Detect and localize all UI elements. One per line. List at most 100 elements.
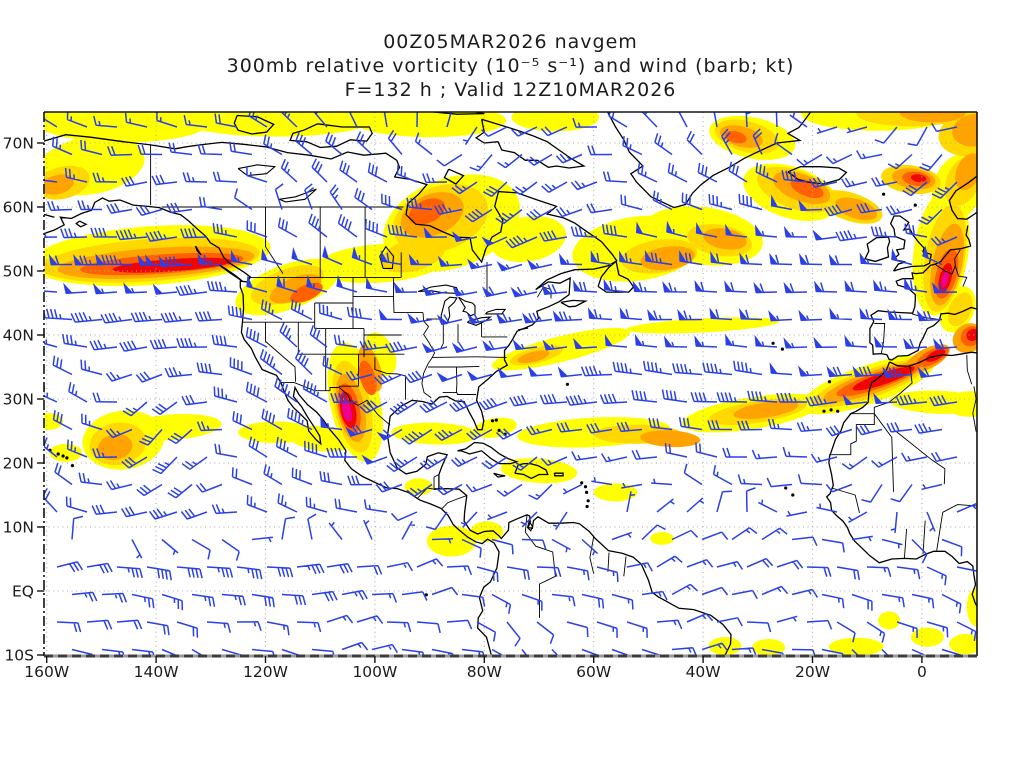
lon-tick-label: 160W: [24, 663, 69, 681]
lat-tick-label: 70N: [3, 135, 34, 153]
lon-tick-label: 40W: [686, 663, 721, 681]
island-dot: [585, 504, 589, 509]
political-border: [942, 504, 977, 513]
political-border: [265, 322, 297, 382]
vorticity-cell: [947, 292, 973, 327]
island-dot: [784, 486, 788, 490]
vorticity-cell: [640, 246, 695, 271]
vorticity-cell: [966, 587, 977, 627]
vorticity-cell: [490, 215, 567, 263]
vorticity-cell: [358, 360, 377, 396]
lon-tick-label: 140W: [134, 663, 179, 681]
political-border: [831, 487, 856, 496]
vorticity-cell: [900, 112, 966, 123]
vorticity-cell: [404, 478, 433, 496]
lake-outline: [485, 308, 507, 315]
political-border: [873, 366, 913, 414]
island-dot: [771, 341, 775, 345]
vorticity-cell: [177, 112, 375, 137]
coastline: [19, 176, 42, 188]
wind-barbs: [44, 112, 977, 656]
island-dot: [490, 419, 495, 423]
coastline: [457, 441, 519, 465]
island-dot: [780, 347, 785, 351]
vorticity-cell: [708, 637, 742, 655]
coastline: [825, 361, 977, 608]
political-border: [954, 249, 968, 287]
political-border: [895, 430, 946, 470]
vorticity-cell: [941, 271, 949, 288]
coastline: [518, 327, 529, 331]
vorticity-cell: [703, 228, 747, 250]
vorticity-cell: [341, 400, 353, 422]
island-dot: [494, 418, 498, 422]
coastline: [75, 220, 88, 228]
island-dot: [913, 203, 917, 207]
island-dot: [585, 490, 589, 494]
vorticity-cell: [925, 349, 946, 362]
vorticity-cell: [97, 433, 133, 461]
lon-tick-label: 100W: [352, 663, 397, 681]
political-border: [589, 536, 595, 574]
coastline: [514, 462, 549, 480]
lon-tick-label: 0: [917, 663, 927, 681]
lat-tick-label: 10S: [4, 647, 34, 665]
vorticity-cell: [650, 532, 675, 545]
political-border: [874, 323, 886, 353]
coastline: [474, 118, 586, 169]
coastline: [560, 299, 588, 308]
political-border: [922, 520, 926, 554]
lake-outline: [278, 188, 317, 203]
lon-tick-label: 120W: [243, 663, 288, 681]
coastline: [889, 351, 977, 368]
political-border: [374, 357, 406, 400]
lake-outline: [458, 296, 476, 317]
lon-tick-label: 20W: [795, 663, 830, 681]
political-border: [828, 413, 875, 456]
political-border: [524, 514, 556, 618]
coastline: [44, 134, 732, 656]
coastline: [289, 123, 373, 149]
vorticity-cell: [353, 112, 507, 138]
island-dot: [580, 481, 584, 485]
political-border: [972, 386, 977, 432]
lake-outline: [379, 245, 395, 269]
vorticity-cell: [949, 633, 977, 655]
lat-tick-label: 60N: [3, 199, 34, 217]
title-init-model: 00Z05MAR2026 navgem: [383, 31, 638, 53]
island-dot: [827, 380, 832, 384]
vorticity-cell: [123, 413, 222, 441]
coastline: [948, 175, 977, 220]
island-dot: [56, 452, 60, 456]
island-dot: [65, 456, 69, 460]
political-border: [441, 495, 467, 509]
island-dot: [586, 499, 590, 503]
vorticity-cell: [733, 400, 799, 420]
vorticity-cell: [790, 178, 824, 199]
vorticity-cell: [829, 637, 884, 656]
island-dot: [822, 409, 826, 413]
lat-tick-label: 20N: [3, 455, 34, 473]
vorticity-cell: [238, 421, 315, 444]
vorticity-shading: [44, 112, 977, 656]
vorticity-cell: [426, 525, 477, 557]
political-border: [935, 264, 956, 275]
island-dot: [583, 485, 588, 489]
vorticity-cell: [640, 430, 701, 448]
political-border: [440, 324, 444, 350]
coastline: [787, 166, 848, 185]
vorticity-cell: [952, 113, 977, 147]
vorticity-cell: [725, 130, 747, 144]
island-dot: [829, 408, 833, 412]
wind-barb-pennants: [48, 194, 944, 465]
vorticity-cell: [911, 627, 944, 647]
political-border: [854, 494, 860, 514]
political-border: [432, 356, 476, 358]
political-border: [623, 556, 627, 577]
lon-tick-label: 60W: [576, 663, 611, 681]
coastline: [553, 472, 564, 477]
political-border: [966, 354, 973, 385]
coastline: [443, 168, 465, 185]
